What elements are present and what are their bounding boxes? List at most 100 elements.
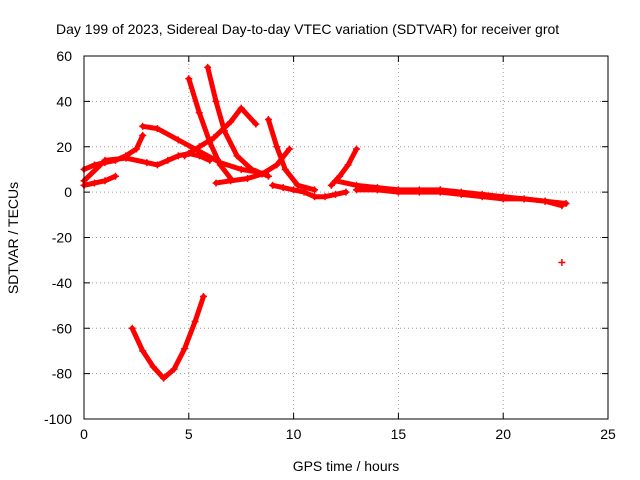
data-point — [237, 104, 245, 112]
y-tick-label: -100 — [44, 411, 72, 427]
series-line — [81, 173, 118, 188]
data-point — [233, 152, 241, 160]
data-point — [457, 188, 465, 196]
series-arc-10 — [269, 181, 350, 201]
data-point — [195, 143, 203, 151]
data-point — [227, 118, 235, 126]
data-point — [220, 127, 228, 135]
y-axis-label: SDTVAR / TECUs — [5, 182, 21, 294]
data-point — [143, 159, 151, 167]
series-arc-8 — [212, 145, 293, 187]
data-point — [499, 193, 507, 201]
data-point — [273, 143, 281, 151]
data-point — [101, 156, 109, 164]
data-point — [415, 188, 423, 196]
data-point — [273, 161, 281, 169]
plot-frame — [83, 55, 609, 420]
data-point — [243, 175, 251, 183]
x-tick-label: 5 — [185, 426, 193, 442]
data-point — [294, 181, 302, 189]
data-point — [149, 363, 157, 371]
x-axis-label: GPS time / hours — [293, 458, 400, 474]
chart-title: Day 199 of 2023, Sidereal Day-to-day VTE… — [56, 21, 559, 37]
tick-layer: 0 5 10 15 20 25 -100 -80 -60 -40 -20 0 20 40 60 — [44, 48, 616, 442]
data-point — [122, 154, 130, 162]
x-tick-label: 25 — [600, 426, 616, 442]
y-tick-label: -20 — [52, 230, 72, 246]
data-point — [264, 172, 272, 180]
data-point — [279, 184, 287, 192]
x-tick-label: 20 — [495, 426, 511, 442]
data-point — [139, 122, 147, 130]
series-line — [81, 151, 213, 184]
data-point — [520, 195, 528, 203]
x-tick-label: 15 — [391, 426, 407, 442]
data-point — [321, 193, 329, 201]
data-point — [181, 152, 189, 160]
data-point — [558, 258, 566, 266]
data-point — [248, 165, 256, 173]
data-point — [174, 136, 182, 144]
data-point — [478, 190, 486, 198]
data-point — [327, 181, 335, 189]
data-point — [206, 138, 214, 146]
data-point — [311, 193, 319, 201]
data-point — [204, 63, 212, 71]
series-line — [265, 117, 318, 193]
y-tick-label: -60 — [52, 320, 72, 336]
data-point — [300, 188, 308, 196]
data-point — [212, 179, 220, 187]
data-point — [101, 177, 109, 185]
data-point — [311, 186, 319, 194]
data-point — [258, 170, 266, 178]
series-line — [129, 294, 206, 381]
data-point — [269, 181, 277, 189]
series-line — [205, 64, 271, 179]
data-point — [139, 131, 147, 139]
data-point — [436, 186, 444, 194]
data-point — [181, 345, 189, 353]
data-point — [164, 156, 172, 164]
data-point — [185, 75, 193, 83]
data-point — [562, 199, 570, 207]
data-point — [281, 165, 289, 173]
data-point — [264, 116, 272, 124]
data-point — [90, 179, 98, 187]
data-point — [195, 109, 203, 117]
data-point — [191, 317, 199, 325]
data-point — [558, 202, 566, 210]
data-point — [352, 186, 360, 194]
data-point — [332, 177, 340, 185]
y-tick-label: -40 — [52, 275, 72, 291]
series-layer — [80, 63, 570, 382]
data-point — [212, 97, 220, 105]
y-tick-label: 0 — [64, 184, 72, 200]
y-tick-label: 20 — [56, 139, 72, 155]
x-tick-label: 10 — [286, 426, 302, 442]
data-point — [199, 292, 207, 300]
grid-layer — [84, 56, 608, 419]
data-point — [227, 177, 235, 185]
data-point — [332, 190, 340, 198]
data-point — [352, 145, 360, 153]
series-arc-6 — [185, 75, 235, 183]
data-point — [394, 188, 402, 196]
series-arc-7 — [204, 63, 272, 180]
series-arc-14 — [436, 186, 566, 210]
data-point — [170, 365, 178, 373]
data-point — [132, 145, 140, 153]
data-point — [285, 145, 293, 153]
y-tick-label: -80 — [52, 366, 72, 382]
data-point — [344, 161, 352, 169]
series-arc-9 — [264, 116, 319, 194]
series-arc-15 — [128, 292, 207, 382]
data-point — [216, 161, 224, 169]
series-arc-2 — [80, 131, 147, 173]
data-point — [252, 120, 260, 128]
data-point — [237, 165, 245, 173]
data-point — [174, 152, 182, 160]
x-tick-label: 0 — [80, 426, 88, 442]
data-point — [139, 347, 147, 355]
data-point — [336, 172, 344, 180]
